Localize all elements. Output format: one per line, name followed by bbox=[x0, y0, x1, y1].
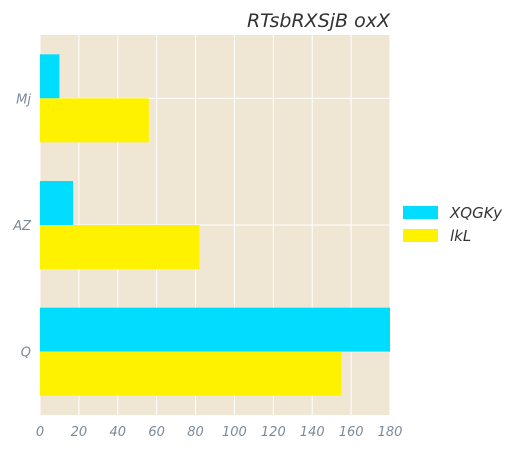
legend-swatch-XQGKy bbox=[403, 206, 438, 219]
y-axis-ticks: Q AZ Mj bbox=[12, 92, 32, 360]
x-tick-label: 120 bbox=[261, 425, 286, 440]
x-tick-label: 80 bbox=[187, 425, 204, 440]
x-tick-label: 100 bbox=[222, 425, 247, 440]
y-tick-label: AZ bbox=[12, 219, 32, 234]
x-tick-label: 160 bbox=[339, 425, 364, 440]
x-axis-ticks: 0 20 40 60 80 100 120 140 160 180 bbox=[36, 425, 403, 440]
y-tick-label: Q bbox=[21, 346, 31, 361]
bar-XQGKy-AZ bbox=[40, 181, 73, 225]
legend-label-XQGKy: XQGKy bbox=[449, 204, 503, 222]
x-tick-label: 140 bbox=[300, 425, 325, 440]
x-tick-label: 60 bbox=[148, 425, 165, 440]
x-tick-label: 0 bbox=[36, 425, 44, 440]
chart-title: RTsbRXSjB oxX bbox=[247, 10, 391, 32]
legend: XQGKy lkL bbox=[403, 204, 503, 245]
x-tick-label: 180 bbox=[378, 425, 403, 440]
bar-lkL-AZ bbox=[40, 225, 199, 269]
bar-lkL-Mj bbox=[40, 98, 149, 142]
x-tick-label: 40 bbox=[110, 425, 127, 440]
bar-XQGKy-Q bbox=[40, 308, 390, 352]
x-tick-label: 20 bbox=[71, 425, 88, 440]
y-tick-label: Mj bbox=[16, 92, 31, 107]
legend-swatch-lkL bbox=[403, 229, 438, 242]
bar-lkL-Q bbox=[40, 352, 341, 396]
legend-label-lkL: lkL bbox=[450, 227, 471, 245]
bar-XQGKy-Mj bbox=[40, 54, 59, 98]
